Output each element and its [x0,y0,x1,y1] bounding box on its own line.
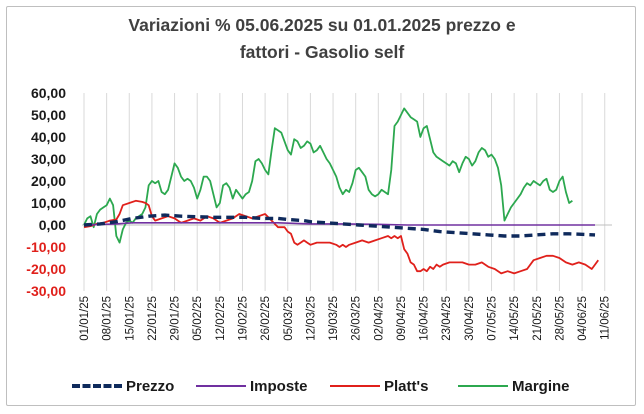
y-tick-label: 50,00 [31,107,66,123]
series-line-platts [83,199,599,275]
y-tick-label: 10,00 [31,195,66,211]
series-line-margine [83,107,573,244]
x-tick-label: 05/03/25 [283,296,295,341]
x-tick-label: 14/05/25 [509,296,521,341]
x-tick-label: 30/04/25 [464,296,476,341]
y-tick-label: 20,00 [31,173,66,189]
legend-item-imposte: Imposte [196,372,308,400]
legend-swatch-prezzo [72,384,122,388]
legend-item-platts: Platt's [330,372,428,400]
x-tick-label: 15/01/25 [124,296,136,341]
chart-frame [6,6,636,406]
x-tick-label: 21/05/25 [532,296,544,341]
x-tick-label: 26/03/25 [351,296,363,341]
y-tick-label: -20,00 [26,261,66,277]
legend-label-prezzo: Prezzo [126,377,175,395]
x-tick-label: 19/03/25 [328,296,340,341]
y-tick-label: 40,00 [31,129,66,145]
x-tick-label: 04/06/25 [577,296,589,341]
y-tick-label: 0,00 [39,217,66,233]
x-tick-label: 05/02/25 [192,296,204,341]
x-tick-label: 12/02/25 [215,296,227,341]
legend-item-prezzo: Prezzo [72,372,174,400]
chart-title-line-1: Variazioni % 05.06.2025 su 01.01.2025 pr… [128,15,516,35]
legend-swatch-margine [458,384,508,388]
series-line-imposte [83,222,596,226]
chart-legend: Prezzo Imposte Platt's Margine [0,372,644,400]
x-tick-label: 02/04/25 [373,296,385,341]
legend-label-platts: Platt's [384,377,429,395]
x-tick-label: 07/05/25 [487,296,499,341]
x-tick-label: 08/01/25 [102,296,114,341]
x-tick-label: 19/02/25 [237,296,249,341]
y-tick-label: -30,00 [26,283,66,299]
legend-swatch-imposte [196,385,246,387]
x-tick-label: 01/01/25 [79,296,91,341]
legend-label-imposte: Imposte [250,377,308,395]
y-tick-label: 30,00 [31,151,66,167]
chart-title-line-2: fattori - Gasolio self [239,42,405,62]
legend-swatch-platts [330,384,380,388]
legend-label-margine: Margine [512,377,570,395]
series-line-prezzo [83,213,596,238]
y-tick-label: -10,00 [26,239,66,255]
x-tick-label: 11/06/25 [600,296,612,340]
x-tick-label: 12/03/25 [305,296,317,341]
x-tick-label: 26/02/25 [260,296,272,341]
x-tick-label: 22/01/25 [147,296,159,341]
x-tick-label: 23/04/25 [441,296,453,341]
legend-item-margine: Margine [458,372,570,400]
x-tick-label: 29/01/25 [170,296,182,341]
chart-title: Variazioni % 05.06.2025 su 01.01.2025 pr… [0,12,644,66]
y-tick-label: 60,00 [31,85,66,101]
x-tick-label: 09/04/25 [396,296,408,341]
x-tick-label: 16/04/25 [419,296,431,341]
x-tick-label: 28/05/25 [554,296,566,341]
